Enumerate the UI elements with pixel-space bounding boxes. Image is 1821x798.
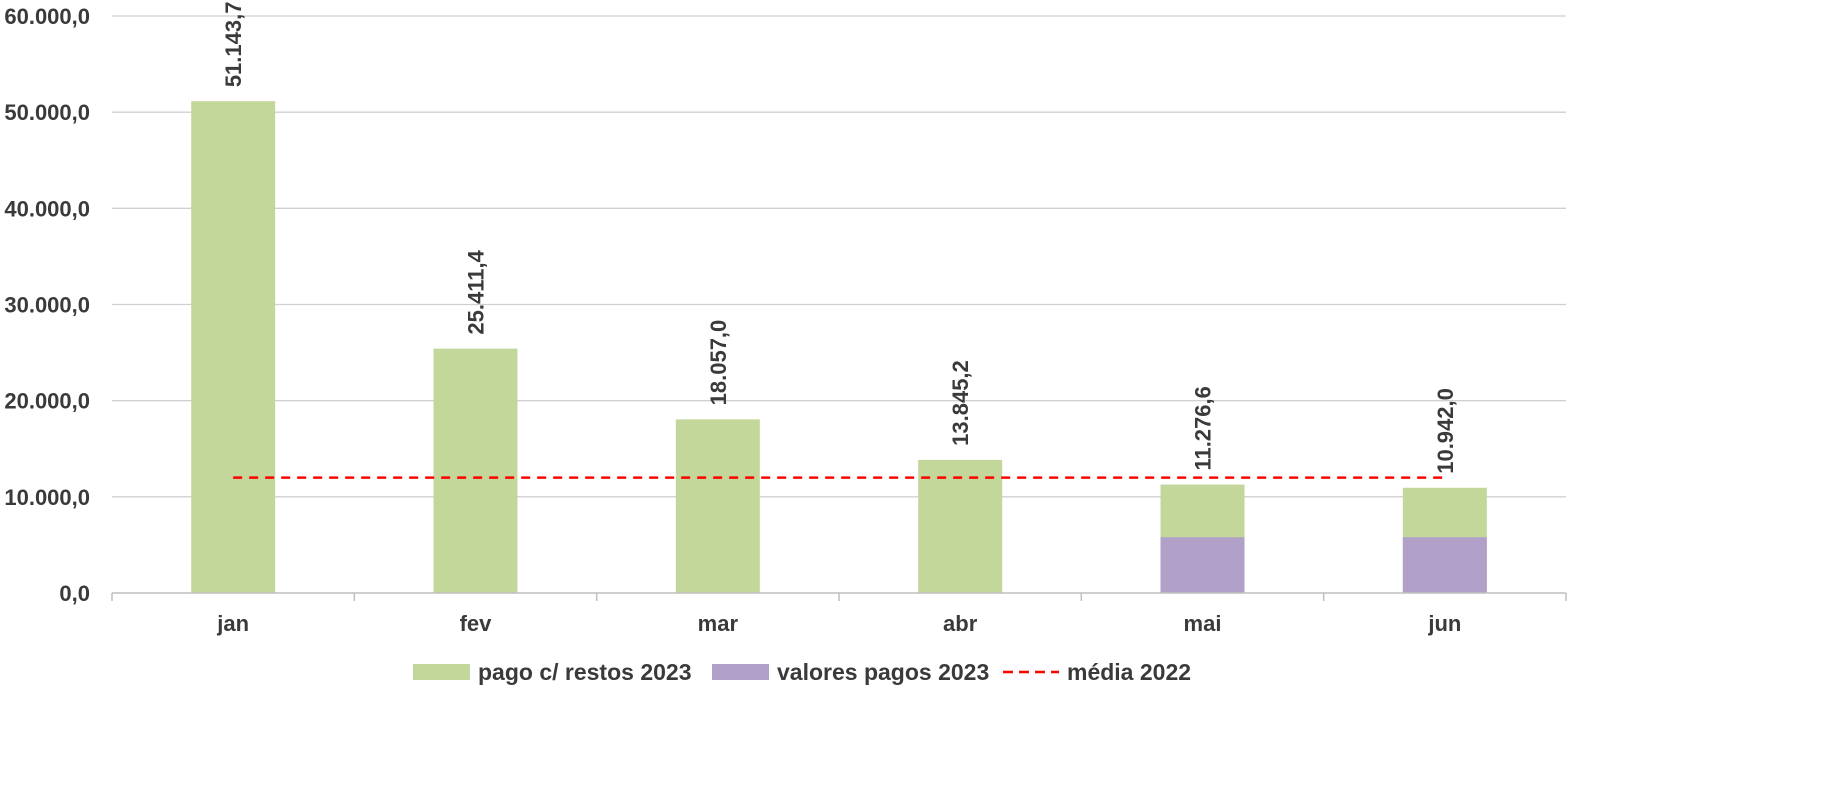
bar-pago-restos xyxy=(675,419,760,593)
y-tick-label: 30.000,0 xyxy=(4,293,90,318)
legend-label: pago c/ restos 2023 xyxy=(478,659,692,685)
legend-label: valores pagos 2023 xyxy=(777,659,989,685)
y-tick-label: 60.000,0 xyxy=(4,4,90,29)
data-label: 51.143,7 xyxy=(221,2,246,88)
legend-swatch xyxy=(413,664,470,680)
data-label: 25.411,4 xyxy=(464,249,489,334)
y-tick-label: 50.000,0 xyxy=(4,100,90,125)
legend-label: média 2022 xyxy=(1067,659,1191,685)
x-tick-label: jan xyxy=(216,611,249,636)
legend-swatch xyxy=(712,664,769,680)
y-axis: 0,0 10.000,0 20.000,0 30.000,0 40.000,0 50.00… xyxy=(4,4,90,606)
x-axis: jan fev mar abr mai jun xyxy=(111,592,1567,636)
x-tick-label: abr xyxy=(943,611,978,636)
bar-pago-restos xyxy=(191,101,276,593)
bars xyxy=(191,101,1487,593)
data-label: 11.276,6 xyxy=(1191,386,1216,470)
x-tick-label: jun xyxy=(1427,611,1461,636)
y-tick-label: 40.000,0 xyxy=(4,196,90,221)
bar-valores-pagos xyxy=(1402,537,1487,593)
data-label: 10.942,0 xyxy=(1433,388,1458,474)
x-tick-label: mai xyxy=(1184,611,1222,636)
y-tick-label: 10.000,0 xyxy=(4,485,90,510)
data-label: 18.057,0 xyxy=(706,320,731,406)
data-labels: 51.143,7 25.411,4 18.057,0 13.845,2 11.276,6… xyxy=(221,2,1458,474)
bar-pago-restos xyxy=(433,348,518,593)
legend: pago c/ restos 2023 valores pagos 2023 méd… xyxy=(413,659,1191,685)
x-tick-label: fev xyxy=(460,611,493,636)
bar-pago-restos xyxy=(918,459,1003,593)
y-tick-label: 0,0 xyxy=(59,581,90,606)
gridlines xyxy=(112,15,1566,498)
bar-valores-pagos xyxy=(1160,537,1245,593)
x-tick-label: mar xyxy=(698,611,739,636)
y-tick-label: 20.000,0 xyxy=(4,389,90,414)
data-label: 13.845,2 xyxy=(948,360,973,446)
